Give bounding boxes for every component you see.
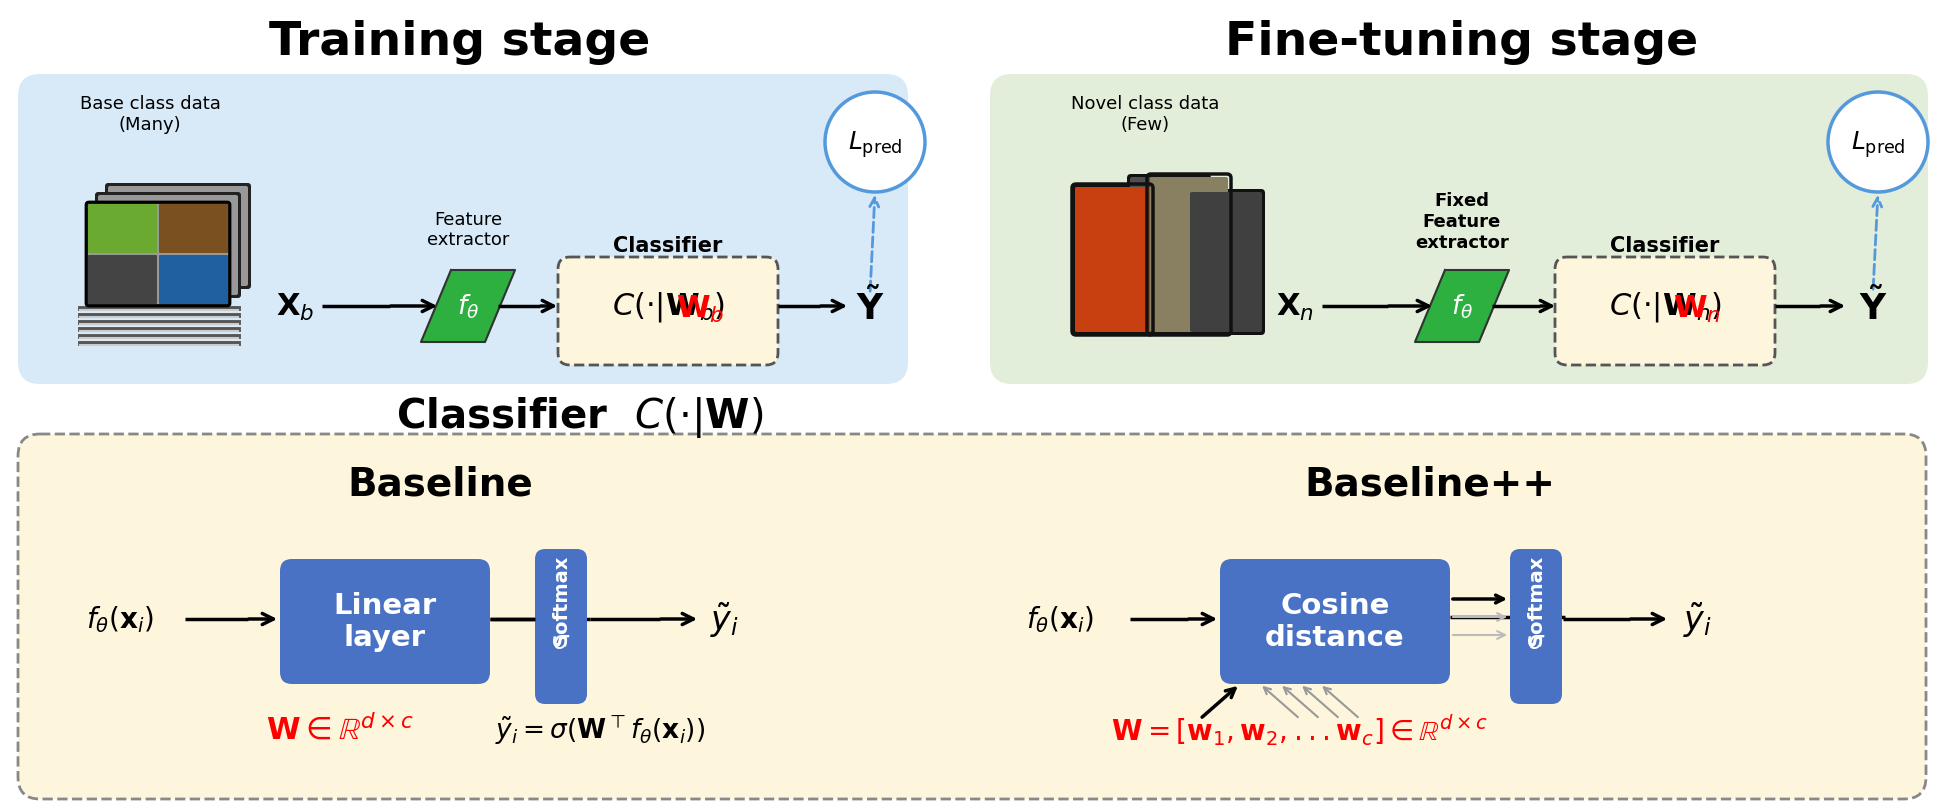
Text: $C(\cdot|\mathbf{W}_b)$: $C(\cdot|\mathbf{W}_b)$ bbox=[611, 290, 724, 324]
Text: Training stage: Training stage bbox=[269, 19, 650, 64]
FancyBboxPatch shape bbox=[1510, 549, 1563, 704]
Text: Baseline++: Baseline++ bbox=[1304, 466, 1555, 504]
FancyBboxPatch shape bbox=[18, 75, 909, 384]
Text: $f_\theta$: $f_\theta$ bbox=[457, 293, 479, 321]
Text: Fixed
Feature
extractor: Fixed Feature extractor bbox=[1415, 192, 1508, 251]
FancyBboxPatch shape bbox=[959, 449, 1911, 784]
FancyBboxPatch shape bbox=[535, 549, 588, 704]
FancyBboxPatch shape bbox=[1150, 178, 1228, 333]
Text: $\tilde{y}_i$: $\tilde{y}_i$ bbox=[710, 599, 739, 639]
FancyBboxPatch shape bbox=[160, 255, 228, 305]
Text: $\tilde{\mathbf{Y}}$: $\tilde{\mathbf{Y}}$ bbox=[856, 287, 883, 326]
FancyBboxPatch shape bbox=[1555, 258, 1775, 366]
FancyBboxPatch shape bbox=[88, 204, 158, 254]
Text: $C(\cdot|\mathbf{W}_n)$: $C(\cdot|\mathbf{W}_n)$ bbox=[1609, 290, 1722, 324]
FancyBboxPatch shape bbox=[105, 184, 251, 290]
Text: $L_{\mathrm{pred}}$: $L_{\mathrm{pred}}$ bbox=[1851, 130, 1905, 160]
FancyBboxPatch shape bbox=[1074, 188, 1150, 333]
Text: $\tilde{\mathbf{Y}}$: $\tilde{\mathbf{Y}}$ bbox=[1858, 287, 1888, 326]
FancyBboxPatch shape bbox=[18, 435, 1927, 799]
FancyBboxPatch shape bbox=[35, 449, 924, 784]
Text: $\tilde{y}_i = \sigma(\mathbf{W}^\top f_\theta(\mathbf{x}_i))$: $\tilde{y}_i = \sigma(\mathbf{W}^\top f_… bbox=[494, 712, 704, 746]
FancyBboxPatch shape bbox=[1074, 188, 1150, 333]
FancyBboxPatch shape bbox=[97, 195, 237, 296]
FancyBboxPatch shape bbox=[991, 75, 1928, 384]
Circle shape bbox=[1827, 93, 1928, 193]
Text: Classifier: Classifier bbox=[1609, 236, 1720, 255]
Text: $L_{\mathrm{pred}}$: $L_{\mathrm{pred}}$ bbox=[848, 130, 903, 160]
Text: $\tilde{y}_i$: $\tilde{y}_i$ bbox=[1683, 599, 1712, 639]
FancyBboxPatch shape bbox=[1127, 175, 1210, 336]
Text: Classifier: Classifier bbox=[613, 236, 722, 255]
FancyBboxPatch shape bbox=[1131, 178, 1208, 333]
Text: $f_\theta(\mathbf{x}_i)$: $f_\theta(\mathbf{x}_i)$ bbox=[86, 604, 154, 635]
Text: Feature
extractor: Feature extractor bbox=[426, 210, 510, 249]
FancyBboxPatch shape bbox=[1072, 185, 1152, 336]
Text: $\sigma$: $\sigma$ bbox=[553, 629, 570, 653]
Text: $\mathbf{W}_n$: $\mathbf{W}_n$ bbox=[1674, 293, 1720, 324]
Text: Baseline: Baseline bbox=[346, 466, 533, 504]
Text: $\mathbf{X}_n$: $\mathbf{X}_n$ bbox=[1277, 291, 1314, 322]
FancyBboxPatch shape bbox=[160, 204, 228, 254]
Text: $\sigma$: $\sigma$ bbox=[1528, 629, 1545, 653]
FancyBboxPatch shape bbox=[1191, 193, 1263, 333]
FancyBboxPatch shape bbox=[559, 258, 778, 366]
Text: Novel class data
(Few): Novel class data (Few) bbox=[1070, 95, 1220, 134]
Polygon shape bbox=[1415, 271, 1508, 342]
FancyBboxPatch shape bbox=[1220, 560, 1450, 684]
FancyBboxPatch shape bbox=[88, 255, 158, 305]
Text: Softmax: Softmax bbox=[551, 554, 570, 645]
FancyBboxPatch shape bbox=[95, 193, 241, 298]
FancyBboxPatch shape bbox=[88, 204, 228, 305]
FancyBboxPatch shape bbox=[280, 560, 490, 684]
Text: $\mathbf{W}_b$: $\mathbf{W}_b$ bbox=[675, 293, 724, 324]
Text: Base class data
(Many): Base class data (Many) bbox=[80, 95, 220, 134]
Text: $\mathbf{X}_b$: $\mathbf{X}_b$ bbox=[276, 291, 313, 322]
Polygon shape bbox=[420, 271, 516, 342]
Text: Fine-tuning stage: Fine-tuning stage bbox=[1226, 19, 1699, 64]
Text: $f_\theta$: $f_\theta$ bbox=[1452, 293, 1473, 321]
Text: $f_\theta(\mathbf{x}_i)$: $f_\theta(\mathbf{x}_i)$ bbox=[1026, 604, 1094, 635]
FancyBboxPatch shape bbox=[107, 187, 247, 286]
FancyBboxPatch shape bbox=[86, 202, 232, 307]
FancyBboxPatch shape bbox=[1187, 190, 1265, 336]
Text: $\mathbf{W} = [\mathbf{w}_1, \mathbf{w}_2, ...\mathbf{w}_c]\in\mathbb{R}^{d\time: $\mathbf{W} = [\mathbf{w}_1, \mathbf{w}_… bbox=[1111, 711, 1489, 747]
Text: $\mathbf{W}\in\mathbb{R}^{d\times c}$: $\mathbf{W}\in\mathbb{R}^{d\times c}$ bbox=[267, 714, 414, 744]
Text: Softmax: Softmax bbox=[1526, 554, 1545, 645]
Text: Linear
layer: Linear layer bbox=[333, 591, 436, 651]
Circle shape bbox=[825, 93, 924, 193]
Text: Classifier  $C(\cdot|\mathbf{W})$: Classifier $C(\cdot|\mathbf{W})$ bbox=[397, 395, 763, 440]
Text: Cosine
distance: Cosine distance bbox=[1265, 591, 1405, 651]
